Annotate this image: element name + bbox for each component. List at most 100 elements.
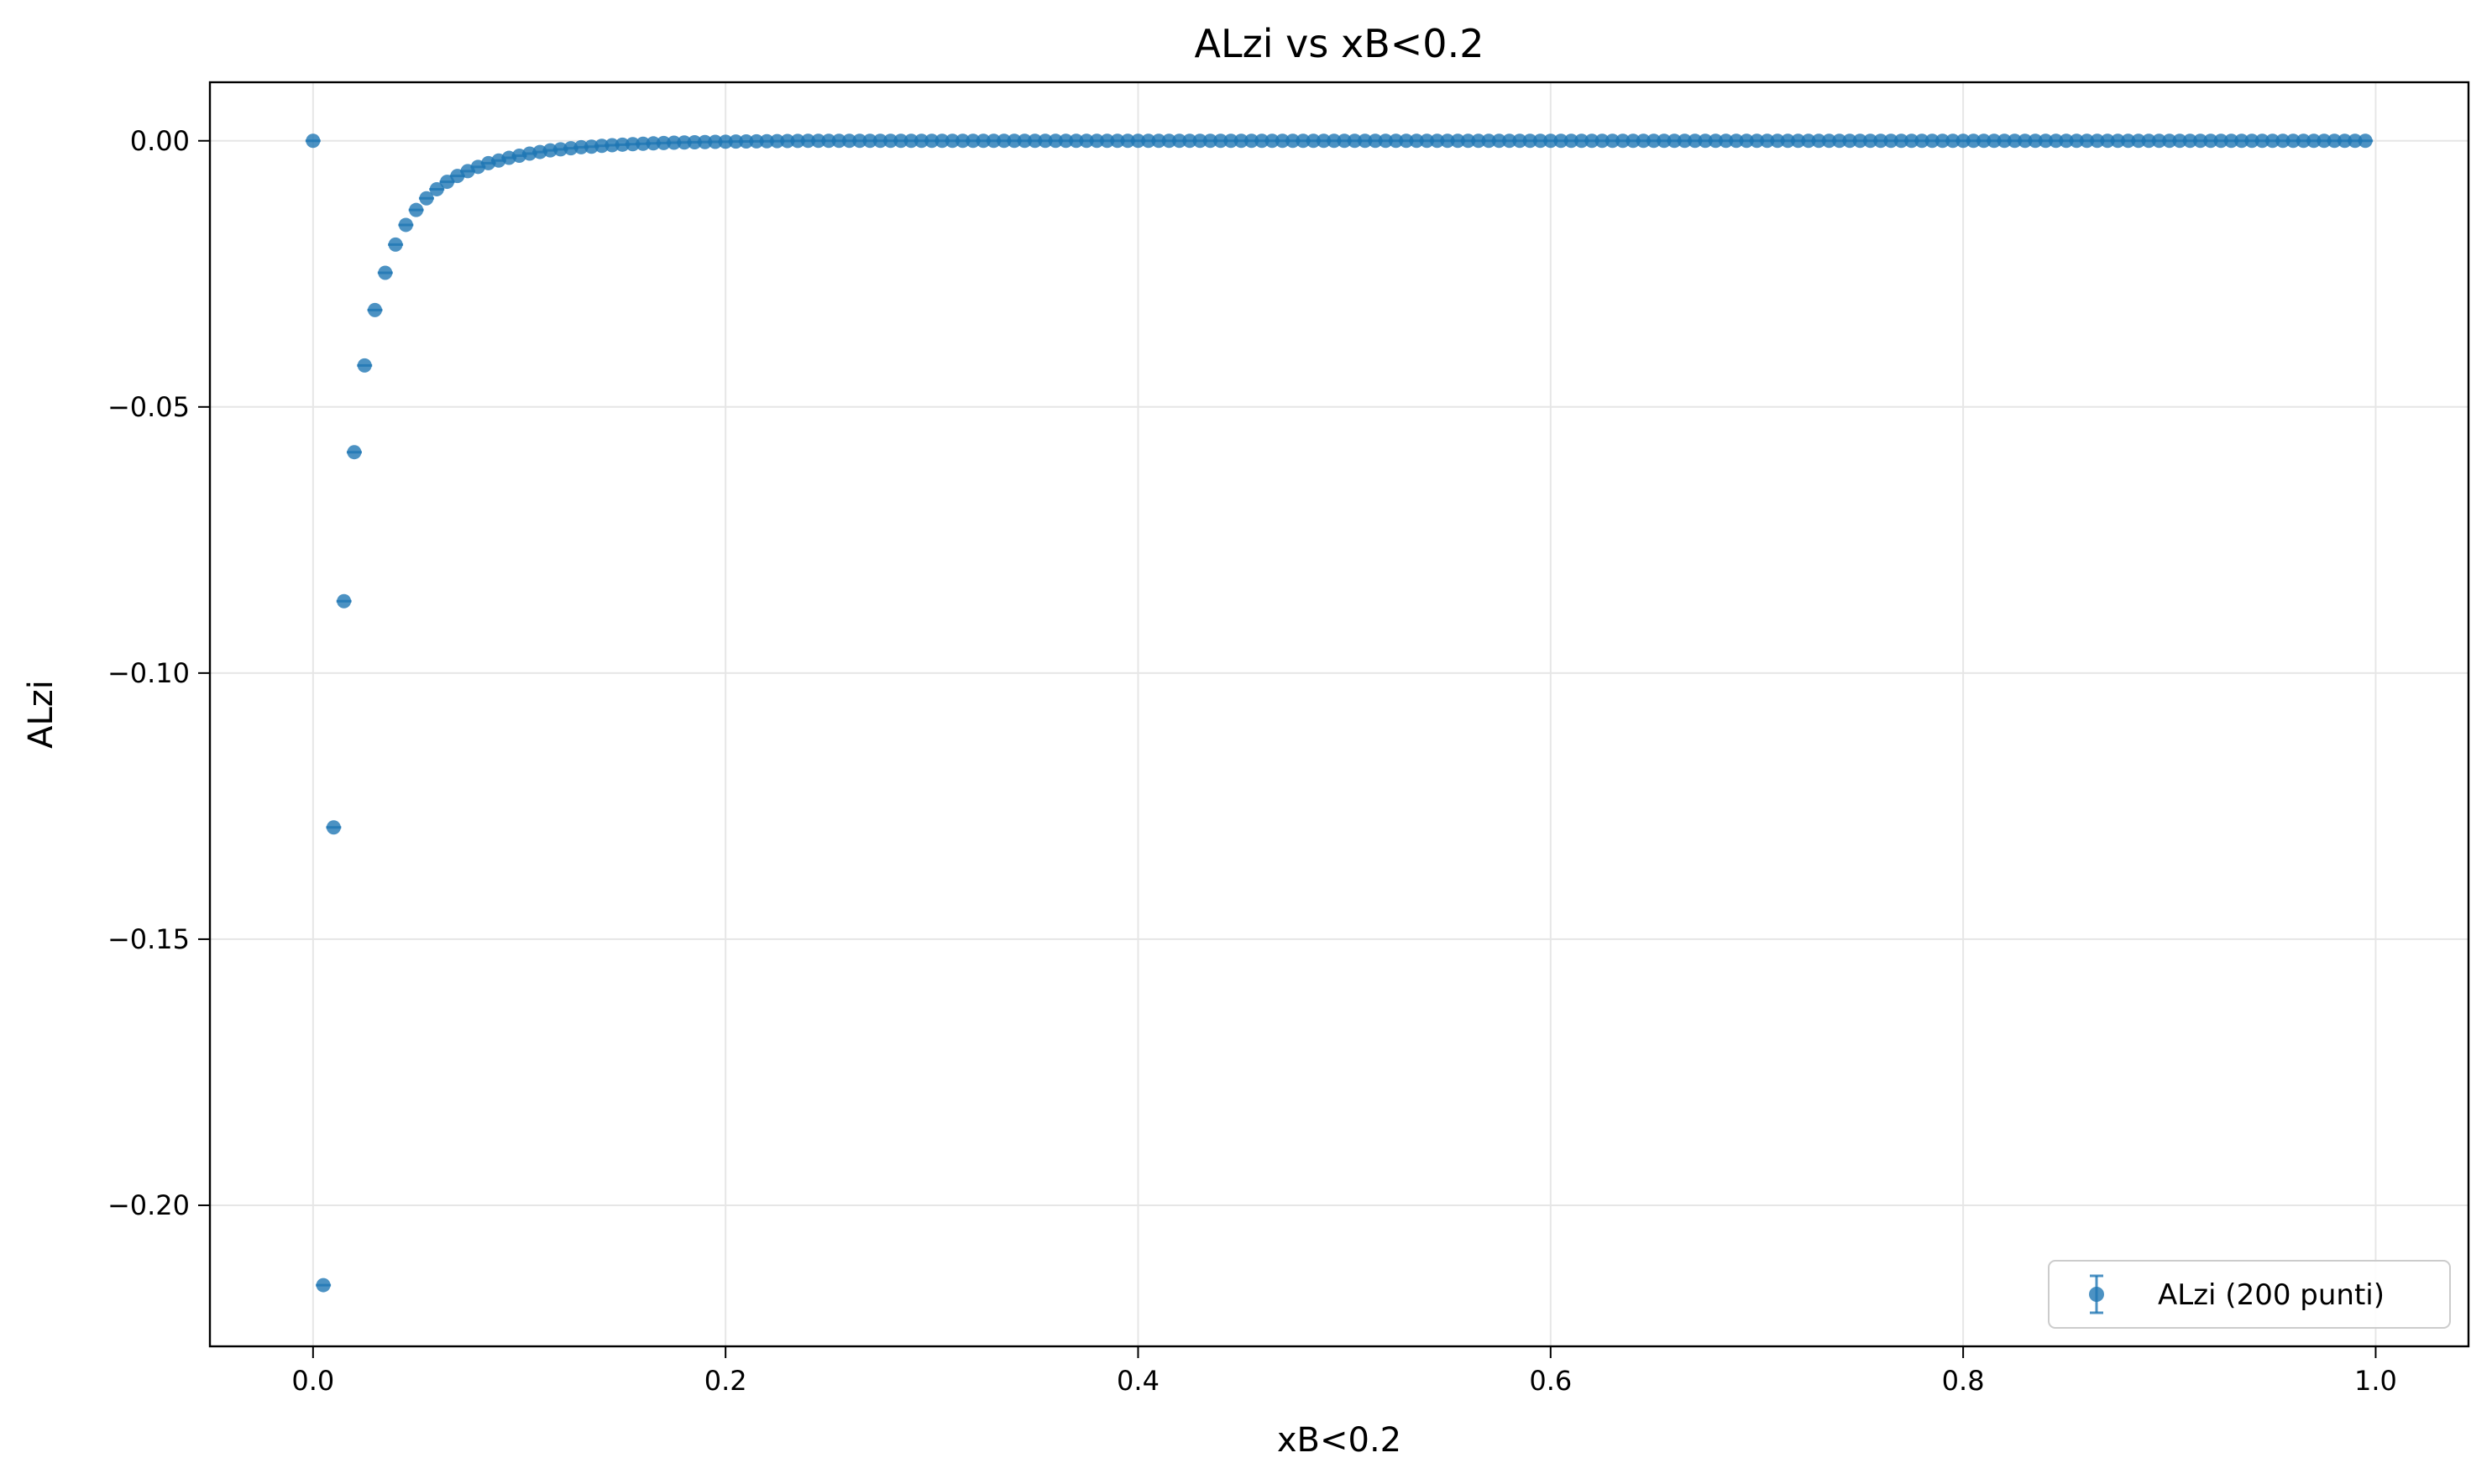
data-point bbox=[1264, 133, 1280, 149]
data-point bbox=[1130, 133, 1145, 149]
legend: ALzi (200 punti) bbox=[2048, 1260, 2451, 1329]
data-point bbox=[1636, 133, 1651, 149]
data-point bbox=[1667, 133, 1682, 149]
x-tick-label: 0.2 bbox=[704, 1365, 747, 1397]
legend-box bbox=[2048, 1260, 2451, 1329]
data-point bbox=[2110, 133, 2125, 149]
data-point bbox=[1987, 133, 2002, 149]
data-point bbox=[1337, 133, 1352, 149]
data-point bbox=[903, 133, 919, 149]
data-point bbox=[1760, 133, 1775, 149]
data-point bbox=[1069, 133, 1084, 149]
data-point bbox=[1461, 133, 1476, 149]
data-point bbox=[1811, 133, 1826, 149]
data-point bbox=[1688, 133, 1703, 149]
data-point bbox=[987, 133, 1002, 149]
data-point bbox=[2182, 133, 2197, 149]
data-point bbox=[780, 133, 795, 149]
data-point bbox=[1213, 133, 1228, 149]
data-point bbox=[2162, 133, 2177, 149]
data-point bbox=[368, 302, 383, 317]
y-tick-label: 0.00 bbox=[130, 125, 190, 157]
data-point bbox=[1450, 133, 1465, 149]
data-point bbox=[1955, 133, 1971, 149]
data-point bbox=[2172, 133, 2187, 149]
data-point bbox=[1543, 133, 1558, 149]
data-point bbox=[1079, 133, 1094, 149]
data-point bbox=[790, 133, 805, 149]
data-point bbox=[1306, 133, 1321, 149]
data-point bbox=[852, 133, 867, 149]
data-point bbox=[945, 133, 960, 149]
data-point bbox=[1997, 133, 2012, 149]
data-point bbox=[2254, 133, 2270, 149]
data-point bbox=[1584, 133, 1599, 149]
data-point bbox=[2049, 133, 2064, 149]
data-point bbox=[1192, 133, 1207, 149]
data-point bbox=[2131, 133, 2146, 149]
data-point bbox=[1017, 133, 1032, 149]
data-point bbox=[1708, 133, 1723, 149]
data-point bbox=[1223, 133, 1238, 149]
data-point bbox=[1089, 133, 1104, 149]
data-point bbox=[542, 143, 558, 158]
data-point bbox=[1657, 133, 1672, 149]
data-point bbox=[1110, 133, 1125, 149]
data-point bbox=[326, 820, 341, 835]
data-point bbox=[2080, 133, 2095, 149]
data-point bbox=[800, 133, 815, 149]
data-point bbox=[1419, 133, 1434, 149]
data-point bbox=[636, 136, 651, 151]
data-point bbox=[2203, 133, 2218, 149]
data-point bbox=[2193, 133, 2208, 149]
data-point bbox=[1285, 133, 1301, 149]
data-point bbox=[1729, 133, 1744, 149]
data-point bbox=[1574, 133, 1589, 149]
data-point bbox=[347, 445, 362, 460]
data-point bbox=[1719, 133, 1734, 149]
data-point bbox=[1296, 133, 1311, 149]
data-point bbox=[1172, 133, 1187, 149]
data-point bbox=[1852, 133, 1867, 149]
data-point bbox=[1904, 133, 1919, 149]
x-axis-label: xB<0.2 bbox=[1277, 1421, 1401, 1460]
data-point bbox=[2275, 133, 2290, 149]
data-point bbox=[429, 181, 444, 196]
data-point bbox=[883, 133, 898, 149]
data-point bbox=[1161, 133, 1176, 149]
data-point bbox=[1791, 133, 1806, 149]
data-point bbox=[1254, 133, 1270, 149]
data-point bbox=[1389, 133, 1404, 149]
data-point bbox=[924, 133, 940, 149]
legend-label: ALzi (200 punti) bbox=[2158, 1278, 2385, 1312]
data-point bbox=[1481, 133, 1496, 149]
data-point bbox=[1440, 133, 1455, 149]
data-point bbox=[2018, 133, 2033, 149]
data-point bbox=[667, 135, 682, 150]
axis-ticks: 0.0 0.2 0.4 0.6 0.8 1.0 0.00 −0.05 −0.10 −0.15 −0.… bbox=[107, 125, 2397, 1397]
data-point bbox=[388, 237, 403, 252]
data-point bbox=[2306, 133, 2322, 149]
data-point bbox=[1244, 133, 1259, 149]
data-point bbox=[2141, 133, 2156, 149]
data-point bbox=[1275, 133, 1290, 149]
data-point bbox=[2358, 133, 2373, 149]
legend-marker bbox=[2089, 1287, 2104, 1302]
data-point bbox=[615, 137, 630, 152]
data-point bbox=[1471, 133, 1486, 149]
data-point bbox=[1233, 133, 1249, 149]
data-point bbox=[1770, 133, 1785, 149]
data-point bbox=[419, 191, 434, 206]
data-point bbox=[749, 133, 764, 149]
data-point bbox=[1924, 133, 1940, 149]
data-point bbox=[914, 133, 929, 149]
data-point bbox=[573, 139, 589, 154]
data-point bbox=[2213, 133, 2228, 149]
data-point bbox=[2348, 133, 2363, 149]
data-point bbox=[584, 139, 599, 154]
data-point bbox=[2317, 133, 2332, 149]
data-point bbox=[1100, 133, 1115, 149]
data-point bbox=[1801, 133, 1816, 149]
